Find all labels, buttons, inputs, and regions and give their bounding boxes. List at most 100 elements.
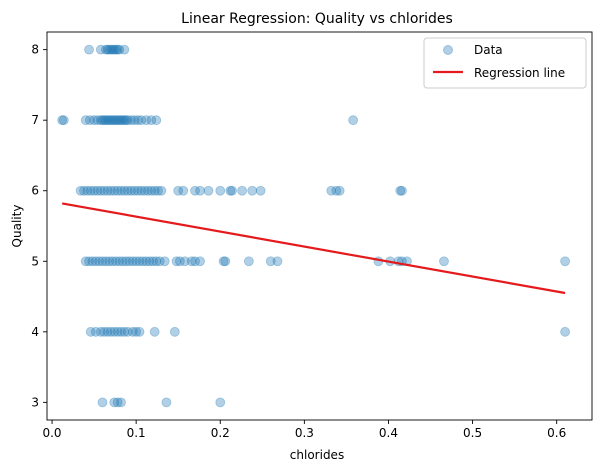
data-point	[190, 185, 200, 196]
data-point	[146, 115, 157, 126]
data-point	[174, 256, 185, 267]
data-point	[186, 256, 197, 267]
data-point	[85, 185, 96, 196]
line-layer	[61, 202, 566, 295]
data-point	[149, 326, 160, 337]
data-point	[116, 326, 126, 337]
x-tick-label: 0.3	[295, 426, 314, 440]
data-point	[104, 256, 115, 267]
y-tick-label: 5	[31, 254, 39, 268]
data-point	[136, 115, 147, 126]
plot-frame	[46, 31, 593, 421]
data-point	[121, 256, 131, 267]
data-point	[141, 115, 152, 126]
data-point	[334, 185, 345, 196]
legend-label-regression: Regression line	[474, 66, 565, 80]
data-point	[114, 115, 125, 126]
data-point	[84, 44, 94, 55]
data-point	[127, 326, 138, 337]
data-point	[348, 115, 359, 126]
data-point	[99, 326, 110, 337]
data-point	[97, 397, 108, 408]
data-point	[132, 185, 143, 196]
data-point	[143, 185, 153, 196]
data-point	[129, 115, 140, 126]
data-point	[100, 115, 111, 126]
data-point	[89, 185, 99, 196]
y-tick-label: 3	[31, 395, 39, 409]
data-point	[95, 326, 106, 337]
data-point	[116, 115, 126, 126]
data-point	[102, 185, 113, 196]
data-point	[80, 115, 91, 126]
data-point	[97, 115, 108, 126]
data-point	[136, 185, 147, 196]
data-point	[203, 185, 214, 196]
data-point	[119, 115, 130, 126]
data-point	[107, 44, 118, 55]
data-point	[331, 185, 342, 196]
data-point	[87, 256, 98, 267]
data-point	[84, 115, 95, 126]
data-point	[173, 185, 184, 196]
legend-box	[423, 37, 587, 89]
y-tick-label: 7	[31, 113, 39, 127]
data-point	[95, 115, 106, 126]
data-point	[119, 326, 130, 337]
x-tick-label: 0.4	[379, 426, 398, 440]
data-point	[99, 185, 110, 196]
data-point	[126, 185, 137, 196]
data-point	[215, 185, 226, 196]
data-point	[560, 326, 570, 337]
data-point	[100, 256, 111, 267]
data-point	[57, 115, 68, 126]
data-point	[139, 185, 150, 196]
data-point	[156, 185, 167, 196]
data-point	[560, 256, 570, 267]
x-tick-label: 0.6	[547, 426, 566, 440]
data-point	[117, 256, 128, 267]
data-point	[151, 256, 162, 267]
data-point	[109, 397, 120, 408]
data-point	[92, 115, 103, 126]
data-point	[116, 397, 126, 408]
data-point	[134, 326, 145, 337]
data-point	[178, 185, 189, 196]
data-point	[85, 326, 96, 337]
y-tick-label: 4	[31, 325, 39, 339]
data-point	[190, 256, 200, 267]
data-point	[95, 185, 106, 196]
data-point	[82, 185, 93, 196]
data-point	[100, 44, 111, 55]
data-point	[255, 185, 266, 196]
data-point	[122, 326, 133, 337]
data-point	[117, 115, 128, 126]
y-axis: 3 4 5 6 7 8	[31, 43, 47, 409]
data-point	[146, 185, 157, 196]
data-point	[195, 256, 205, 267]
data-point	[106, 185, 116, 196]
data-point	[112, 44, 123, 55]
data-point	[104, 115, 115, 126]
data-point	[132, 115, 143, 126]
data-point	[180, 256, 190, 267]
data-point	[111, 256, 121, 267]
data-point	[92, 185, 103, 196]
data-point	[153, 185, 163, 196]
data-point	[129, 185, 140, 196]
data-point	[94, 256, 105, 267]
data-point	[122, 115, 133, 126]
data-point	[126, 115, 137, 126]
data-point	[107, 256, 118, 267]
data-point	[149, 185, 160, 196]
data-point	[225, 185, 236, 196]
legend-label-data: Data	[474, 43, 503, 57]
data-point	[171, 256, 182, 267]
data-point	[102, 44, 113, 55]
data-point	[151, 115, 162, 126]
data-point	[161, 397, 172, 408]
data-point	[439, 256, 449, 267]
data-point	[99, 115, 110, 126]
data-point	[79, 185, 89, 196]
